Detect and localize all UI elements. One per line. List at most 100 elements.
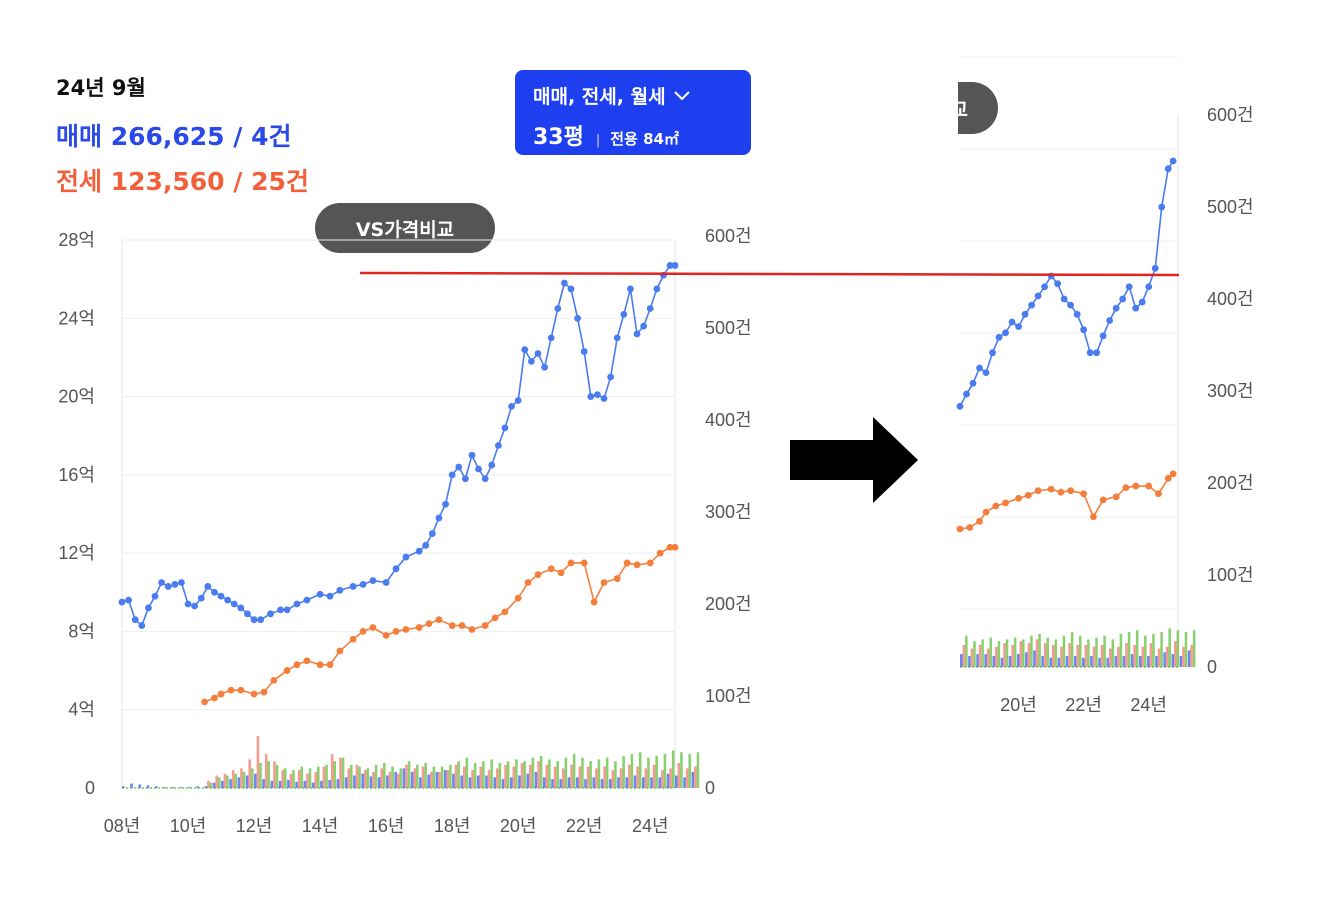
jeonse-volume-bar: [256, 736, 260, 788]
x-tick-label: 24년: [632, 816, 669, 836]
sale-price-point: [488, 461, 496, 469]
zoom-sale-volume-bar: [1041, 655, 1044, 667]
zoom-jeonse-volume-bar: [1149, 643, 1153, 667]
zoom-y-tick-label: 100건: [1207, 565, 1254, 585]
zoom-jeonse-price-point: [1067, 487, 1075, 495]
rent-volume-bar: [209, 782, 213, 788]
sale-price-point: [481, 475, 489, 483]
sale-volume-bar: [641, 777, 645, 788]
zoom-sale-volume-bar: [1114, 655, 1118, 667]
zoom-jeonse-price-point: [966, 524, 974, 531]
zoom-sale-price-point: [982, 369, 990, 376]
sale-volume-bar: [666, 773, 670, 788]
zoom-compare-button[interactable]: 교: [958, 82, 998, 134]
zoom-jeonse-volume-bar: [1052, 644, 1055, 667]
zoom-jeonse-volume-bar: [1100, 644, 1104, 667]
rent-volume-bar: [605, 757, 609, 788]
sale-volume-bar: [270, 780, 274, 788]
sale-volume-bar: [584, 779, 587, 788]
sale-volume-bar: [328, 779, 331, 788]
jeonse-volume-bar: [636, 766, 639, 788]
sale-price-point: [402, 553, 410, 561]
sale-volume-bar: [675, 775, 678, 788]
sale-price-point: [191, 602, 199, 610]
sale-price-point: [237, 604, 245, 612]
jeonse-volume-bar: [454, 764, 458, 788]
zoom-jeonse-price-line: [959, 473, 1174, 530]
sale-price-point: [138, 622, 146, 629]
sale-volume-bar: [559, 779, 563, 788]
zoom-sale-price-point: [1080, 326, 1088, 334]
vs-compare-button[interactable]: VS가격비교: [315, 203, 495, 253]
filter-dropdown[interactable]: 매매, 전세, 월세 33평 | 전용 84㎡: [515, 70, 751, 155]
sale-price-point: [607, 373, 615, 381]
zoom-sale-price-point: [976, 364, 983, 372]
zoom-sale-volume-bar: [1098, 657, 1101, 667]
jeonse-price-point: [316, 661, 324, 669]
zoom-sale-volume-bar: [984, 654, 987, 667]
reference-line: [359, 271, 1180, 277]
zoom-y-tick-label: 0: [1207, 657, 1217, 677]
jeonse-price-point: [448, 622, 456, 629]
zoom-sale-price-point: [995, 333, 1003, 341]
sale-volume-bar: [196, 786, 199, 788]
jeonse-volume-bar: [314, 771, 317, 788]
sale-price-point: [521, 346, 529, 353]
sale-price-point: [125, 596, 133, 604]
y-right-tick-label: 500건: [705, 318, 752, 338]
jeonse-price-point: [458, 622, 466, 629]
zoom-sale-volume-bar: [1106, 657, 1109, 667]
zoom-x-tick-label: 22년: [1065, 695, 1102, 715]
jeonse-volume-bar: [330, 754, 334, 788]
sale-volume-bar: [155, 786, 158, 788]
sale-price-point: [326, 592, 334, 600]
zoom-jeonse-volume-bar: [962, 644, 966, 667]
jeonse-price-point: [547, 565, 555, 573]
zoom-sale-volume-bar: [1016, 654, 1020, 667]
jeonse-price-point: [557, 569, 565, 577]
jeonse-price-point: [435, 616, 443, 624]
jeonse-price-point: [359, 628, 367, 635]
rent-volume-bar: [663, 754, 667, 788]
jeonse-price-point: [567, 559, 575, 567]
sale-volume-bar: [509, 777, 513, 788]
jeonse-volume-bar: [363, 770, 367, 788]
sale-volume-bar: [311, 782, 315, 788]
jeonse-volume-bar: [306, 773, 309, 788]
sale-price-point: [349, 583, 357, 590]
sale-price-point: [392, 565, 400, 573]
jeonse-volume-bar: [273, 761, 276, 788]
y-right-tick-label: 100건: [705, 686, 752, 706]
zoom-sale-volume-bar: [1008, 655, 1012, 667]
rent-volume-bar: [242, 771, 246, 788]
zoom-jeonse-price-point: [1057, 488, 1065, 496]
jeonse-volume-bar: [479, 766, 483, 788]
arrow-right-icon: [790, 417, 918, 503]
sale-price-point: [561, 279, 568, 287]
zoom-sale-price-point: [1015, 323, 1022, 330]
jeonse-price-point: [613, 575, 621, 582]
sale-volume-bar: [369, 776, 373, 788]
zoom-sale-price-point: [1067, 301, 1075, 309]
sale-price-point: [428, 530, 436, 537]
zoom-rent-volume-bar: [965, 635, 968, 667]
rent-volume-bar: [564, 757, 568, 788]
rent-volume-bar: [383, 762, 386, 788]
sale-price-point: [283, 606, 291, 614]
sale-volume-bar: [138, 784, 142, 788]
sale-price-point: [620, 310, 628, 318]
sale-price-point: [435, 514, 443, 522]
sale-volume-bar: [353, 775, 356, 788]
zoom-sale-price-point: [1132, 304, 1140, 312]
zoom-jeonse-volume-bar: [1084, 644, 1088, 667]
sale-volume-bar: [575, 777, 579, 788]
zoom-sale-volume-bar: [1082, 657, 1085, 667]
rent-volume-bar: [391, 766, 394, 788]
sale-volume-bar: [237, 777, 241, 788]
y-right-tick-label: 200건: [705, 594, 752, 614]
jeonse-volume-bar: [429, 771, 433, 788]
jeonse-volume-bar: [644, 768, 648, 788]
jeonse-volume-bar: [570, 764, 573, 788]
jeonse-price-point: [514, 594, 522, 602]
zoom-sale-price-point: [1008, 318, 1016, 326]
